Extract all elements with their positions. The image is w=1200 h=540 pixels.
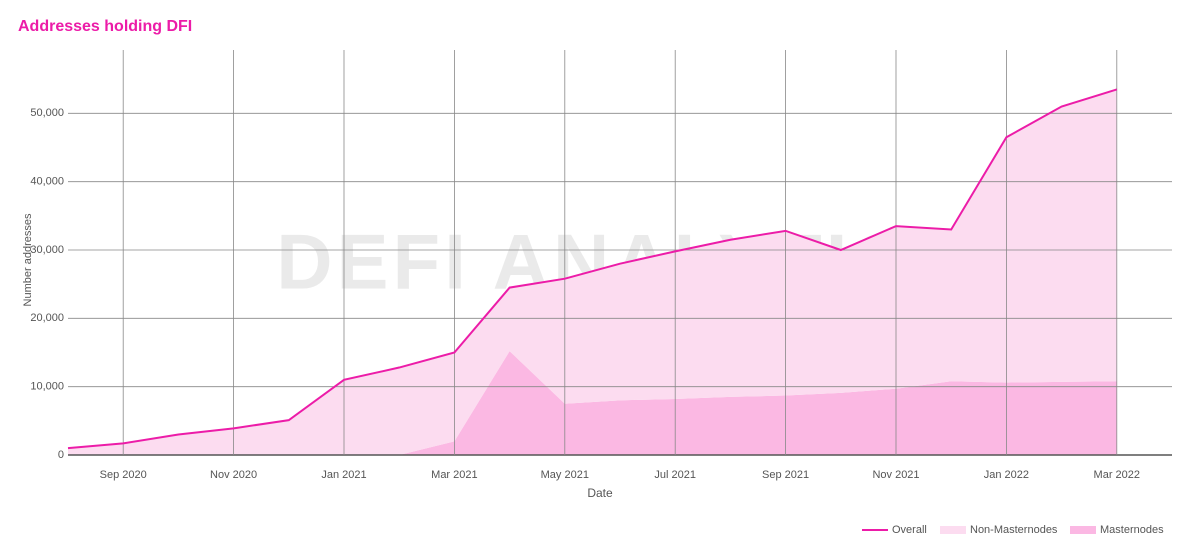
y-tick-label: 40,000 bbox=[30, 176, 64, 188]
x-tick-label: Sep 2020 bbox=[100, 469, 147, 481]
x-tick-label: Jul 2021 bbox=[654, 469, 696, 481]
y-tick-label: 10,000 bbox=[30, 381, 64, 393]
legend-label: Non-Masternodes bbox=[970, 524, 1058, 536]
y-tick-label: 30,000 bbox=[30, 244, 64, 256]
y-tick-label: 50,000 bbox=[30, 107, 64, 119]
x-tick-label: Jan 2022 bbox=[984, 469, 1029, 481]
legend-swatch bbox=[940, 526, 966, 534]
x-axis-label: Date bbox=[587, 486, 613, 500]
legend-label: Masternodes bbox=[1100, 524, 1164, 536]
x-tick-label: Sep 2021 bbox=[762, 469, 809, 481]
y-tick-label: 20,000 bbox=[30, 312, 64, 324]
line bbox=[67, 88, 1118, 450]
y-axis-label: Number addresses bbox=[22, 213, 34, 306]
x-tick-label: Nov 2021 bbox=[872, 469, 919, 481]
x-tick-label: May 2021 bbox=[541, 469, 589, 481]
x-tick-label: Mar 2021 bbox=[431, 469, 477, 481]
y-tick-label: 0 bbox=[58, 449, 64, 461]
area bbox=[68, 351, 1117, 455]
legend-label: Overall bbox=[892, 524, 927, 536]
x-tick-label: Mar 2022 bbox=[1094, 469, 1140, 481]
x-tick-label: Jan 2021 bbox=[321, 469, 366, 481]
legend-swatch bbox=[1070, 526, 1096, 534]
chart-title: Addresses holding DFI bbox=[18, 18, 192, 35]
x-tick-label: Nov 2020 bbox=[210, 469, 257, 481]
